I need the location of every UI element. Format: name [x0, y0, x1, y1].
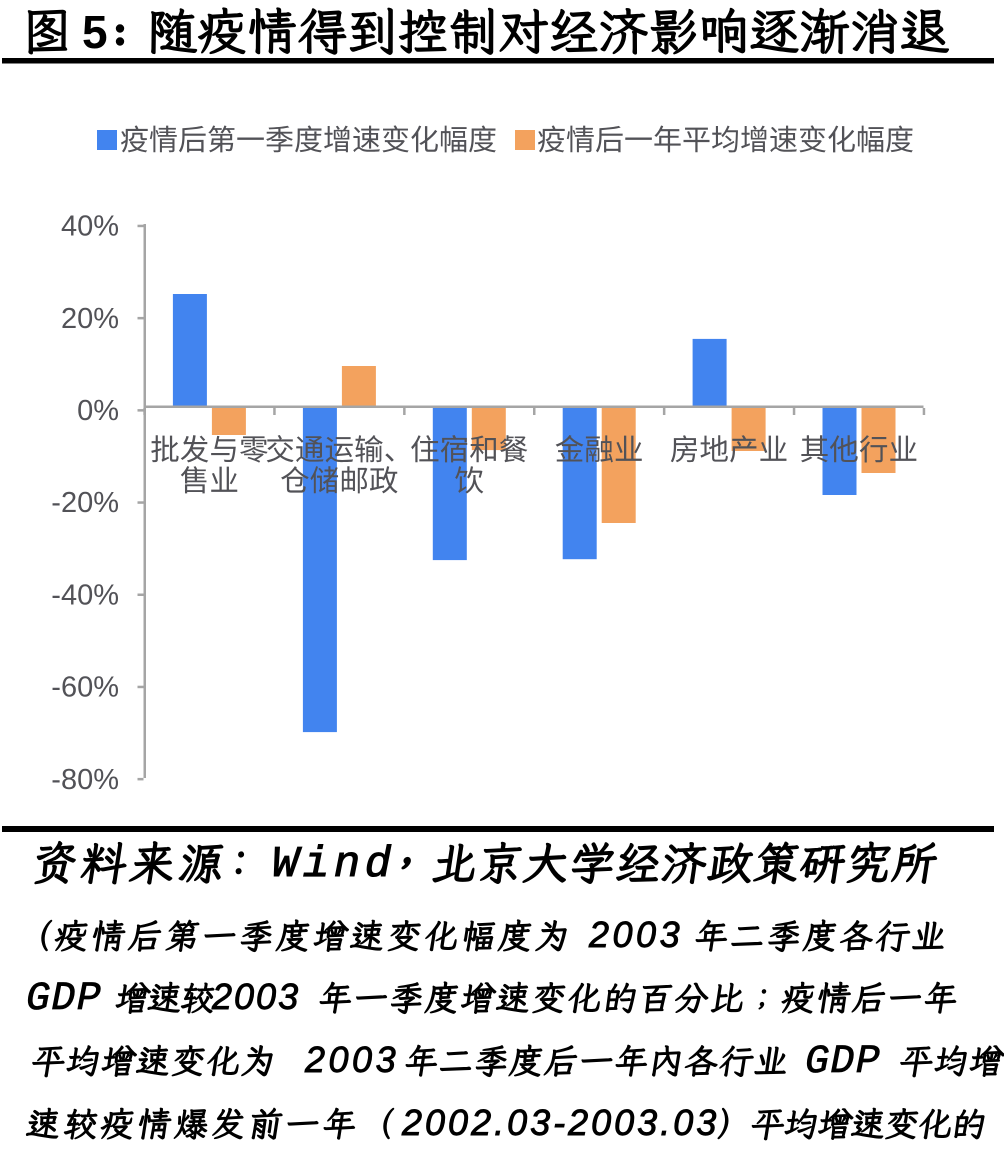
svg-text:2002.03-2003.03: 2002.03-2003.03: [401, 1102, 719, 1143]
svg-text:2003: 2003: [588, 914, 683, 955]
svg-text:2003: 2003: [211, 976, 300, 1017]
svg-text:-80%: -80%: [51, 764, 119, 796]
svg-text:20%: 20%: [61, 303, 119, 335]
svg-text:-60%: -60%: [51, 672, 119, 704]
svg-text:-40%: -40%: [51, 579, 119, 611]
svg-text:2003: 2003: [304, 1039, 399, 1080]
svg-text:5: 5: [82, 6, 108, 58]
svg-text:GDP: GDP: [26, 977, 102, 1022]
svg-text:0%: 0%: [77, 395, 119, 427]
svg-text:-20%: -20%: [51, 487, 119, 519]
svg-text:Wind: Wind: [272, 840, 396, 890]
svg-text:GDP: GDP: [805, 1040, 881, 1085]
svg-text:40%: 40%: [61, 211, 119, 243]
